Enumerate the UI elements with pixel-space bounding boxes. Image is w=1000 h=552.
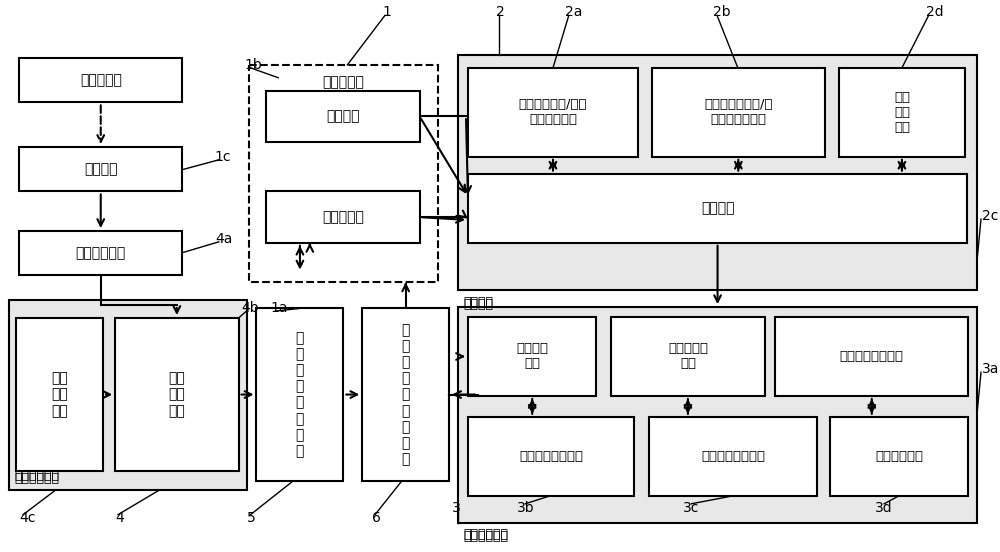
Text: 装配机器人: 装配机器人 xyxy=(322,76,364,89)
Text: 手
眼
关
系
处
理
机
构: 手 眼 关 系 处 理 机 构 xyxy=(296,331,304,458)
Text: 模板
存储
单元: 模板 存储 单元 xyxy=(51,371,68,418)
Text: 2a: 2a xyxy=(565,4,582,19)
Text: 姿态传感器: 姿态传感器 xyxy=(322,210,364,224)
Text: 分析结果判断单元: 分析结果判断单元 xyxy=(840,350,904,363)
Bar xyxy=(611,317,765,396)
Text: 动态实际接触力/力
矩数据计算模块: 动态实际接触力/力 矩数据计算模块 xyxy=(704,98,773,126)
Text: 点云处理模块: 点云处理模块 xyxy=(76,246,126,260)
Text: 4: 4 xyxy=(115,511,124,524)
Bar xyxy=(19,147,182,192)
Text: 接触点判断
单元: 接触点判断 单元 xyxy=(668,342,708,370)
Bar xyxy=(256,308,343,481)
Text: 力传感器: 力传感器 xyxy=(326,109,360,123)
Bar xyxy=(16,318,103,471)
Text: 数据存储单元: 数据存储单元 xyxy=(875,450,923,463)
Text: 2c: 2c xyxy=(982,209,998,223)
Bar xyxy=(458,55,977,290)
Text: 2b: 2b xyxy=(713,4,731,19)
Bar xyxy=(468,417,634,496)
Text: 视觉分析机构: 视觉分析机构 xyxy=(14,472,59,485)
Text: 4b: 4b xyxy=(242,301,259,315)
Text: 3a: 3a xyxy=(982,362,999,376)
Text: 模板
匹配
模块: 模板 匹配 模块 xyxy=(168,371,185,418)
Text: 2d: 2d xyxy=(926,4,943,19)
Text: 4c: 4c xyxy=(19,511,36,524)
Bar xyxy=(652,68,825,157)
Text: 1a: 1a xyxy=(270,301,288,315)
Text: 4a: 4a xyxy=(215,232,232,246)
Text: 单点接触分析模块: 单点接触分析模块 xyxy=(519,450,583,463)
Text: 预测机构: 预测机构 xyxy=(463,298,493,311)
Bar xyxy=(362,308,449,481)
Bar xyxy=(19,231,182,275)
Text: 3d: 3d xyxy=(875,501,893,514)
Bar xyxy=(9,300,247,490)
Text: 待装配工件: 待装配工件 xyxy=(80,73,122,87)
Text: 判断处理
模块: 判断处理 模块 xyxy=(516,342,548,370)
Bar xyxy=(115,318,239,471)
Text: 1: 1 xyxy=(382,4,391,19)
Bar xyxy=(775,317,968,396)
Bar xyxy=(839,68,965,157)
Bar xyxy=(266,192,420,243)
Text: 深度相机: 深度相机 xyxy=(84,162,117,176)
Text: 两点接触分析模块: 两点接触分析模块 xyxy=(701,450,765,463)
Text: 数据
存储
模块: 数据 存储 模块 xyxy=(894,91,910,134)
Text: 处理模块: 处理模块 xyxy=(701,201,734,215)
Bar xyxy=(649,417,817,496)
Text: 3c: 3c xyxy=(683,501,700,514)
Text: 受力分析机构: 受力分析机构 xyxy=(463,530,508,543)
Bar xyxy=(830,417,968,496)
Bar xyxy=(249,65,438,283)
Text: 3b: 3b xyxy=(516,501,534,514)
Text: 1b: 1b xyxy=(245,58,262,72)
Bar xyxy=(468,68,638,157)
Text: 视觉分析机构: 视觉分析机构 xyxy=(14,469,59,482)
Bar xyxy=(468,317,596,396)
Text: 2: 2 xyxy=(496,4,504,19)
Text: 5: 5 xyxy=(247,511,255,524)
Bar xyxy=(458,307,977,523)
Text: 预测机构: 预测机构 xyxy=(463,296,493,309)
Text: 6: 6 xyxy=(372,511,381,524)
Text: 装
配
机
器
人
控
制
机
构: 装 配 机 器 人 控 制 机 构 xyxy=(402,323,410,466)
Bar xyxy=(19,58,182,103)
Bar xyxy=(266,91,420,142)
Text: 3: 3 xyxy=(452,501,460,514)
Text: 1c: 1c xyxy=(215,150,231,164)
Bar xyxy=(468,174,967,243)
Text: 静态位姿与力/力矩
关系映射模块: 静态位姿与力/力矩 关系映射模块 xyxy=(519,98,587,126)
Text: 受力分析机构: 受力分析机构 xyxy=(463,528,508,541)
